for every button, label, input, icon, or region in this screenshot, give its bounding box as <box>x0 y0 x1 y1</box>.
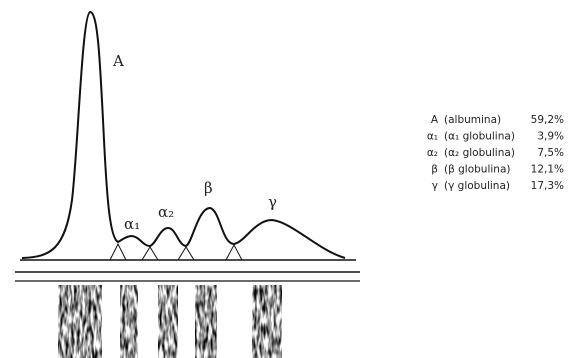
legend-symbol: α₂ <box>427 147 438 159</box>
peak-label: α₂ <box>158 203 174 221</box>
legend-name: (α₁ globulina) <box>444 131 515 143</box>
figure: A α₁ α₂ β γ A (albumina) 59,2% α₁ (α₁ globul… <box>0 0 571 358</box>
peak-label: α₁ <box>124 215 140 233</box>
peak-label: γ <box>268 193 277 211</box>
legend-value: 7,5% <box>537 147 564 159</box>
peak-label: A <box>112 52 124 70</box>
legend-symbol: A <box>431 114 439 126</box>
legend-value: 17,3% <box>531 180 564 192</box>
peak-label: β <box>204 179 213 197</box>
dividers <box>110 244 242 260</box>
curve <box>22 12 345 258</box>
legend-value: 3,9% <box>537 131 564 143</box>
peak-labels: A α₁ α₂ β γ <box>112 52 277 233</box>
legend-name: (γ globulina) <box>444 180 510 192</box>
legend-symbol: α₁ <box>427 131 438 143</box>
legend-symbol: γ <box>432 180 438 192</box>
legend-name: (α₂ globulina) <box>444 147 515 159</box>
legend-symbol: β <box>431 164 438 176</box>
legend-name: (albumina) <box>444 114 501 126</box>
gel-bands <box>58 285 282 358</box>
legend-value: 12,1% <box>531 164 564 176</box>
legend-value: 59,2% <box>531 114 564 126</box>
legend-name: (β globulina) <box>444 164 510 176</box>
densitogram <box>15 12 360 281</box>
legend: A (albumina) 59,2% α₁ (α₁ globulina) 3,9% α₂ (α… <box>427 114 564 192</box>
